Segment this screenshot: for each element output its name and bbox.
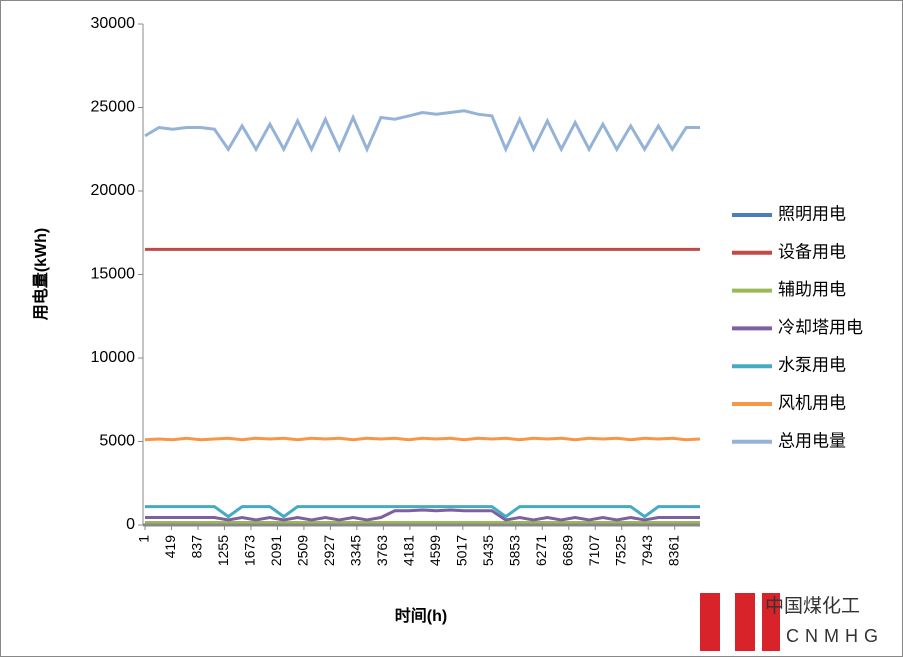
legend-label: 照明用电 (778, 204, 846, 223)
y-tick-label: 30000 (91, 15, 136, 32)
x-tick-label: 1673 (242, 535, 258, 566)
x-tick-label: 419 (162, 535, 178, 559)
x-tick-label: 5853 (507, 535, 523, 566)
logo-bar (762, 593, 780, 651)
series-line (144, 109, 700, 154)
x-tick-label: 7107 (586, 535, 602, 566)
legend-label: 水泵用电 (778, 356, 846, 375)
x-tick-label: 837 (189, 535, 205, 559)
x-tick-label: 1255 (215, 535, 231, 566)
y-tick-label: 0 (126, 516, 135, 533)
x-tick-label: 4181 (401, 535, 417, 566)
x-tick-label: 7525 (612, 535, 628, 566)
x-tick-label: 6689 (559, 535, 575, 566)
legend-label: 风机用电 (778, 393, 846, 412)
watermark-code: CNMHG (786, 626, 884, 646)
x-tick-label: 3763 (374, 535, 390, 566)
series-line (145, 508, 700, 522)
y-tick-label: 10000 (91, 349, 136, 366)
y-tick-label: 25000 (91, 99, 136, 116)
y-tick-label: 5000 (99, 433, 135, 450)
x-tick-label: 8361 (665, 535, 681, 566)
watermark-name: 中国煤化工 (765, 595, 860, 617)
series-line (145, 505, 700, 519)
legend-label: 总用电量 (778, 431, 846, 450)
y-tick-label: 20000 (91, 182, 136, 199)
y-tick-label: 15000 (91, 266, 136, 283)
x-tick-label: 5435 (480, 535, 496, 566)
x-tick-label: 6271 (533, 535, 549, 566)
legend-label: 辅助用电 (778, 280, 846, 299)
x-tick-label: 3345 (348, 535, 364, 566)
x-tick-label: 5017 (454, 535, 470, 566)
x-tick-label: 4599 (427, 535, 443, 566)
x-tick-label: 2091 (268, 535, 284, 566)
x-tick-label: 7943 (639, 535, 655, 566)
legend-label: 设备用电 (778, 242, 846, 261)
logo-bar (735, 593, 755, 651)
series-line (144, 436, 701, 442)
x-tick-label: 2509 (295, 535, 311, 566)
legend-label: 冷却塔用电 (778, 318, 863, 337)
x-tick-label: 2927 (321, 535, 337, 566)
y-axis-title: 用电量(kWh) (31, 228, 50, 320)
x-axis-title: 时间(h) (395, 606, 447, 625)
logo-bar (700, 593, 720, 651)
x-tick-label: 1 (136, 535, 152, 543)
watermark: 中国煤化工 CNMHG (700, 593, 884, 651)
